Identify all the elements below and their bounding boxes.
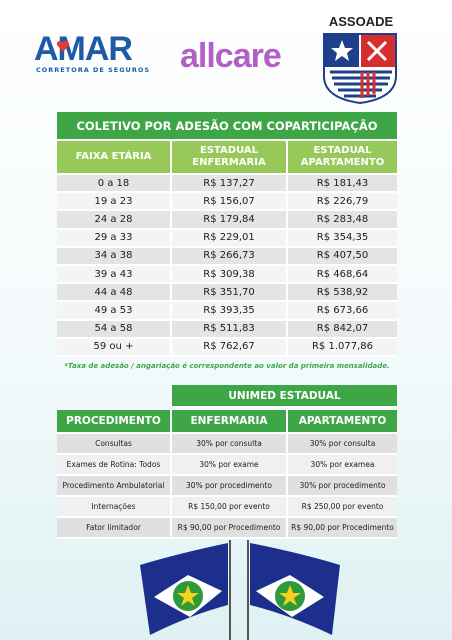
table-row: 24 a 28 R$ 179,84 R$ 283,48 xyxy=(57,211,397,230)
amar-subtitle: CORRETORA DE SEGUROS xyxy=(36,66,151,74)
table-cell: Consultas xyxy=(57,434,172,455)
amar-logo: AMAR xyxy=(34,30,133,68)
table-cell: R$ 407,50 xyxy=(288,247,397,266)
table-row: 44 a 48 R$ 351,70 R$ 538,92 xyxy=(57,284,397,303)
table-row: 34 a 38 R$ 266,73 R$ 407,50 xyxy=(57,247,397,266)
table-cell: R$ 511,83 xyxy=(172,320,288,339)
table-cell: R$ 1.077,86 xyxy=(288,338,397,357)
table-cell: Exames de Rotina: Todos xyxy=(57,455,172,476)
table-cell: R$ 351,70 xyxy=(172,284,288,303)
table-cell: 19 a 23 xyxy=(57,193,172,212)
table-cell: 39 a 43 xyxy=(57,265,172,285)
table-cell: 29 a 33 xyxy=(57,229,172,248)
table-row: 39 a 43 R$ 309,38 R$ 468,64 xyxy=(57,265,397,285)
footnote: *Taxa de adesão / angariação é correspon… xyxy=(64,362,390,370)
table-cell: Procedimento Ambulatorial xyxy=(57,476,172,497)
table-cell: R$ 673,66 xyxy=(288,302,397,321)
assoade-shield xyxy=(323,33,397,104)
table-cell: R$ 538,92 xyxy=(288,284,397,303)
table-cell: R$ 150,00 por evento xyxy=(172,497,288,518)
assoade-logo: ASSOADE xyxy=(328,14,394,29)
table-cell: Fator limitador xyxy=(57,518,172,539)
table-cell: R$ 137,27 xyxy=(172,175,288,194)
table-cell: R$ 90,00 por Procedimento xyxy=(288,518,397,539)
heart-icon xyxy=(56,40,70,52)
table-cell: 59 ou + xyxy=(57,338,172,357)
table-cell: R$ 250,00 por evento xyxy=(288,497,397,518)
flags xyxy=(140,540,340,640)
table-cell: R$ 393,35 xyxy=(172,302,288,321)
table-cell: 54 a 58 xyxy=(57,320,172,339)
table-row: Exames de Rotina: Todos 30% por exame 30% … xyxy=(57,455,397,476)
table-cell: 30% por exame xyxy=(172,455,288,476)
table-cell: R$ 309,38 xyxy=(172,265,288,285)
table-cell: R$ 842,07 xyxy=(288,320,397,339)
table-cell: R$ 283,48 xyxy=(288,211,397,230)
table-cell: R$ 762,67 xyxy=(172,338,288,357)
header-cell: PROCEDIMENTO xyxy=(57,410,172,434)
table-row: Internações R$ 150,00 por evento R$ 250,00… xyxy=(57,497,397,518)
table-cell: 30% por procedimento xyxy=(288,476,397,497)
table-cell: 0 a 18 xyxy=(57,175,172,194)
table-row: 29 a 33 R$ 229,01 R$ 354,35 xyxy=(57,229,397,248)
table-cell: 49 a 53 xyxy=(57,302,172,321)
table-cell: 30% por examea xyxy=(288,455,397,476)
table-row: 0 a 18 R$ 137,27 R$ 181,43 xyxy=(57,175,397,194)
table-row: 54 a 58 R$ 511,83 R$ 842,07 xyxy=(57,320,397,339)
header-row: PROCEDIMENTO ENFERMARIA APARTAMENTO xyxy=(57,410,397,434)
table-row: Fator limitador R$ 90,00 por Procedimento… xyxy=(57,518,397,539)
table-cell: R$ 226,79 xyxy=(288,193,397,212)
header-cell: FAIXA ETÁRIA xyxy=(57,141,172,175)
table-cell: 30% por consulta xyxy=(172,434,288,455)
table-cell: R$ 229,01 xyxy=(172,229,288,248)
table-cell: 30% por procedimento xyxy=(172,476,288,497)
table-cell: R$ 468,64 xyxy=(288,265,397,285)
header-cell: ESTADUAL APARTAMENTO xyxy=(288,141,397,175)
table-row: 19 a 23 R$ 156,07 R$ 226,79 xyxy=(57,193,397,212)
coverage-table: UNIMED ESTADUAL PROCEDIMENTO ENFERMARIA AP… xyxy=(57,385,397,539)
table-cell: Internações xyxy=(57,497,172,518)
unimed-title: UNIMED ESTADUAL xyxy=(172,385,397,408)
table-cell: R$ 156,07 xyxy=(172,193,288,212)
table-row: 49 a 53 R$ 393,35 R$ 673,66 xyxy=(57,302,397,321)
header-row: FAIXA ETÁRIA ESTADUAL ENFERMARIA ESTADUAL … xyxy=(57,141,397,175)
table-row: Consultas 30% por consulta 30% por consult… xyxy=(57,434,397,455)
table-cell: R$ 181,43 xyxy=(288,175,397,194)
price-table: COLETIVO POR ADESÃO COM COPARTICIPAÇÃO F… xyxy=(57,112,397,357)
table-cell: R$ 179,84 xyxy=(172,211,288,230)
table-row: Procedimento Ambulatorial 30% por procedi… xyxy=(57,476,397,497)
header-cell: ESTADUAL ENFERMARIA xyxy=(172,141,288,175)
table-cell: 30% por consulta xyxy=(288,434,397,455)
table-cell: 44 a 48 xyxy=(57,284,172,303)
table-cell: R$ 354,35 xyxy=(288,229,397,248)
table-title: COLETIVO POR ADESÃO COM COPARTICIPAÇÃO xyxy=(57,112,397,141)
allcare-logo: allcare xyxy=(180,37,282,75)
table-cell: R$ 266,73 xyxy=(172,247,288,266)
table-cell: 34 a 38 xyxy=(57,247,172,266)
header-cell: ENFERMARIA xyxy=(172,410,288,434)
table-row: 59 ou + R$ 762,67 R$ 1.077,86 xyxy=(57,338,397,357)
table-cell: R$ 90,00 por Procedimento xyxy=(172,518,288,539)
table-cell: 24 a 28 xyxy=(57,211,172,230)
header-cell: APARTAMENTO xyxy=(288,410,397,434)
